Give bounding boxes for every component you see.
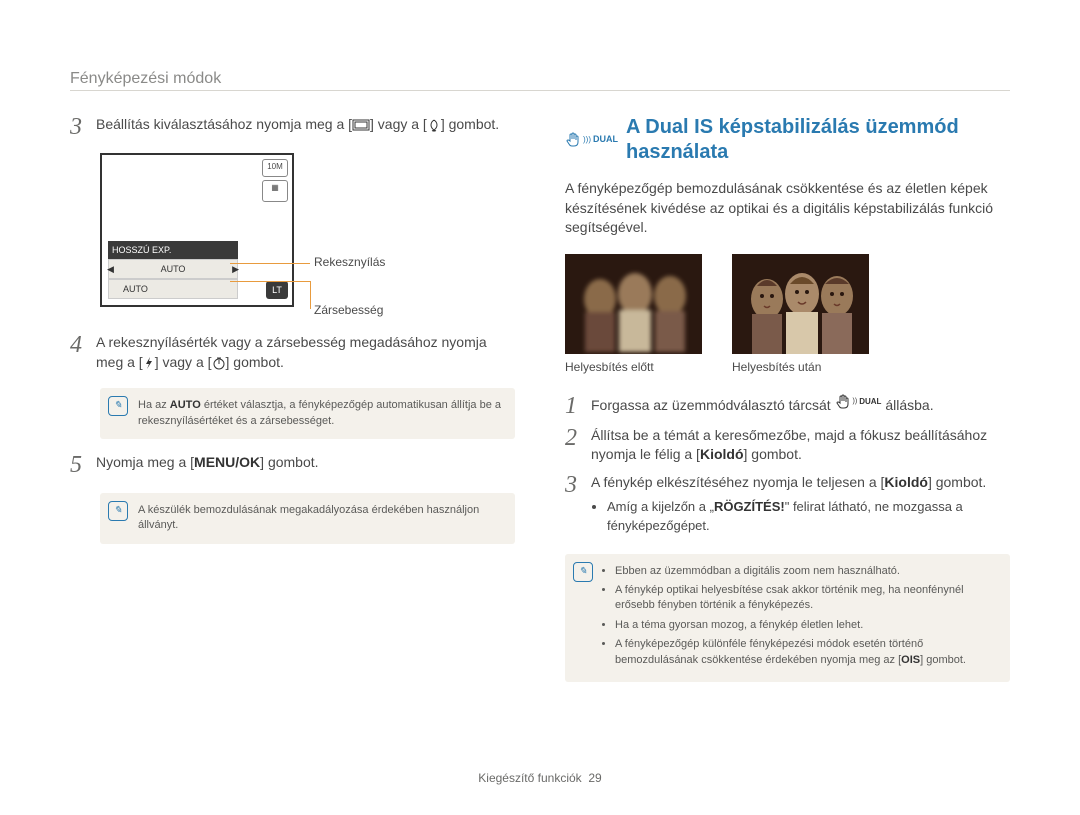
text-bold: Kioldó bbox=[700, 446, 744, 462]
text: ] gombot. bbox=[226, 354, 284, 370]
dual-mode-icon: ))) DUAL bbox=[565, 132, 618, 148]
callout-line bbox=[230, 281, 310, 282]
note-box: ✎ Ebben az üzemmódban a digitális zoom n… bbox=[565, 554, 1010, 682]
note-icon: ✎ bbox=[108, 501, 128, 521]
text-bold: RÖGZÍTÉS! bbox=[714, 499, 785, 514]
comparison-before: Helyesbítés előtt bbox=[565, 254, 702, 374]
arrow-right-icon: ▶ bbox=[232, 264, 239, 275]
text: A készülék bemozdulásának megakadályozás… bbox=[138, 504, 479, 531]
step-text: Nyomja meg a [MENU/OK] gombot. bbox=[96, 453, 319, 477]
step-number: 2 bbox=[565, 426, 579, 465]
flash-icon bbox=[143, 356, 155, 370]
text: Beállítás kiválasztásához nyomja meg a [ bbox=[96, 116, 352, 132]
lt-badge: LT bbox=[266, 281, 288, 299]
setting-shutter: AUTO bbox=[108, 279, 238, 299]
screen-frame: 10M ▦ HOSSZÚ EXP. ◀ AUTO ▶ AUTO bbox=[100, 153, 294, 307]
note-list: Ebben az üzemmódban a digitális zoom nem… bbox=[603, 564, 998, 668]
text-bold: MENU/OK bbox=[194, 454, 260, 470]
text: ] vagy a [ bbox=[155, 354, 212, 370]
text: A fényképezőgép különféle fényképezési m… bbox=[615, 638, 923, 665]
section-title: ))) DUAL A Dual IS képstabilizálás üzemm… bbox=[565, 115, 1010, 165]
comparison-label: Helyesbítés előtt bbox=[565, 360, 702, 374]
step-3-right: 3 A fénykép elkészítéséhez nyomja le tel… bbox=[565, 473, 1010, 538]
comparison-after: Helyesbítés után bbox=[732, 254, 869, 374]
step-number: 3 bbox=[70, 115, 84, 139]
note-item: A fényképezőgép különféle fényképezési m… bbox=[615, 637, 998, 668]
page: Fényképezési módok 3 Beállítás kiválaszt… bbox=[0, 0, 1080, 815]
page-footer: Kiegészítő funkciók 29 bbox=[0, 771, 1080, 785]
footer-text: Kiegészítő funkciók bbox=[478, 771, 581, 785]
note-icon: ✎ bbox=[108, 396, 128, 416]
step-4: 4 A rekesznyílásérték vagy a zársebesség… bbox=[70, 333, 515, 372]
text-bold: OIS bbox=[901, 654, 920, 666]
sample-image-after bbox=[732, 254, 869, 354]
step-number: 4 bbox=[70, 333, 84, 372]
setting-label: HOSSZÚ EXP. bbox=[108, 241, 238, 259]
note-item: Ha a téma gyorsan mozog, a fénykép életl… bbox=[615, 618, 998, 633]
step-1-right: 1 Forgassa az üzemmódválasztó tárcsát ))… bbox=[565, 394, 1010, 418]
note-box: ✎ Ha az AUTO értéket választja, a fényké… bbox=[100, 388, 515, 439]
note-item: A fénykép optikai helyesbítése csak akko… bbox=[615, 583, 998, 614]
callout-line bbox=[230, 263, 310, 264]
step-text: Beállítás kiválasztásához nyomja meg a [… bbox=[96, 115, 499, 139]
page-number: 29 bbox=[588, 771, 601, 785]
note-box: ✎ A készülék bemozdulásának megakadályoz… bbox=[100, 493, 515, 544]
camera-screen-diagram: 10M ▦ HOSSZÚ EXP. ◀ AUTO ▶ AUTO bbox=[100, 153, 400, 307]
macro-icon bbox=[427, 118, 441, 132]
comparison-images: Helyesbítés előtt bbox=[565, 254, 1010, 374]
page-header: Fényképezési módok bbox=[70, 70, 1010, 91]
note-icon: ✎ bbox=[573, 562, 593, 582]
hand-icon bbox=[565, 132, 581, 148]
value: AUTO bbox=[123, 284, 148, 294]
callout-shutter: Zársebesség bbox=[314, 303, 383, 317]
text: Nyomja meg a [ bbox=[96, 454, 194, 470]
setting-aperture: ◀ AUTO ▶ bbox=[108, 259, 238, 279]
text: Forgassa az üzemmódválasztó tárcsát bbox=[591, 397, 835, 413]
text: A fénykép elkészítéséhez nyomja le telje… bbox=[591, 474, 884, 490]
intro-text: A fényképezőgép bemozdulásának csökkenté… bbox=[565, 179, 1010, 238]
display-icon bbox=[352, 119, 370, 131]
arrow-left-icon: ◀ bbox=[107, 264, 114, 275]
step-text: A fénykép elkészítéséhez nyomja le telje… bbox=[591, 473, 1010, 538]
step-text: Forgassa az üzemmódválasztó tárcsát )) D… bbox=[591, 394, 934, 418]
quality-icon: ▦ bbox=[262, 180, 288, 202]
step-text: A rekesznyílásérték vagy a zársebesség m… bbox=[96, 333, 515, 372]
text: ] gombot. bbox=[744, 446, 802, 462]
step-number: 3 bbox=[565, 473, 579, 538]
callout-aperture: Rekesznyílás bbox=[314, 255, 385, 269]
text: ] gombot. bbox=[920, 654, 966, 666]
value: AUTO bbox=[161, 264, 186, 274]
note-item: Ebben az üzemmódban a digitális zoom nem… bbox=[615, 564, 998, 579]
step-number: 1 bbox=[565, 394, 579, 418]
text: DUAL bbox=[593, 134, 618, 145]
text: ] gombot. bbox=[441, 116, 499, 132]
screen-side-icons: 10M ▦ bbox=[262, 159, 288, 202]
text: ] gombot. bbox=[928, 474, 986, 490]
sample-image-before bbox=[565, 254, 702, 354]
text: Amíg a kijelzőn a „ bbox=[607, 499, 714, 514]
timer-icon bbox=[212, 356, 226, 370]
step-3: 3 Beállítás kiválasztásához nyomja meg a… bbox=[70, 115, 515, 139]
text: Ha az bbox=[138, 399, 170, 411]
text: állásba. bbox=[881, 397, 933, 413]
resolution-icon: 10M bbox=[262, 159, 288, 177]
step-text: Állítsa be a témát a keresőmezőbe, majd … bbox=[591, 426, 1010, 465]
text-bold: AUTO bbox=[170, 399, 201, 411]
right-column: ))) DUAL A Dual IS képstabilizálás üzemm… bbox=[565, 115, 1010, 696]
text-bold: Kioldó bbox=[884, 474, 928, 490]
title-text: A Dual IS képstabilizálás üzemmód haszná… bbox=[626, 115, 1010, 165]
screen-settings: HOSSZÚ EXP. ◀ AUTO ▶ AUTO bbox=[108, 241, 238, 299]
step-2-right: 2 Állítsa be a témát a keresőmezőbe, maj… bbox=[565, 426, 1010, 465]
callout-line bbox=[310, 281, 311, 309]
step-5: 5 Nyomja meg a [MENU/OK] gombot. bbox=[70, 453, 515, 477]
text: ] gombot. bbox=[260, 454, 318, 470]
text: ] vagy a [ bbox=[370, 116, 427, 132]
bullet-item: Amíg a kijelzőn a „RÖGZÍTÉS!" felirat lá… bbox=[607, 497, 1010, 536]
bullet-list: Amíg a kijelzőn a „RÖGZÍTÉS!" felirat lá… bbox=[591, 497, 1010, 536]
dual-mode-icon-inline: )) DUAL bbox=[835, 394, 882, 410]
comparison-label: Helyesbítés után bbox=[732, 360, 869, 374]
left-column: 3 Beállítás kiválasztásához nyomja meg a… bbox=[70, 115, 515, 696]
content-columns: 3 Beállítás kiválasztásához nyomja meg a… bbox=[70, 115, 1010, 696]
step-number: 5 bbox=[70, 453, 84, 477]
